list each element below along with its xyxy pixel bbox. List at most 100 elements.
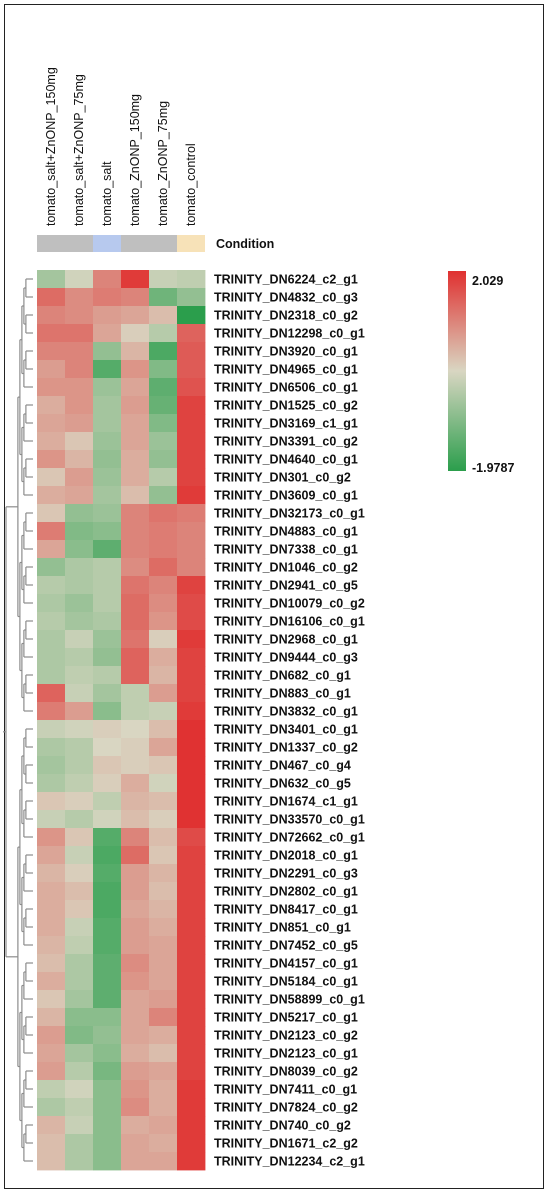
heatmap-cell [65,720,94,739]
heatmap-cell [93,360,122,379]
heatmap-cell [93,810,122,829]
heatmap-cell [37,504,66,523]
heatmap-cell [93,774,122,793]
heatmap-cell [177,972,206,991]
heatmap-cell [121,450,150,469]
heatmap-cell [65,558,94,577]
heatmap-cell [149,648,178,667]
row-label: TRINITY_DN632_c0_g5 [214,777,351,791]
heatmap-cell [65,432,94,451]
heatmap-cell [93,396,122,415]
heatmap-cell [149,900,178,919]
heatmap-cell [65,738,94,757]
heatmap-cell [93,1062,122,1081]
heatmap-cell [37,1044,66,1063]
heatmap-cell [93,504,122,523]
heatmap-cell [149,522,178,541]
heatmap-cell [177,1080,206,1099]
heatmap-cell [65,414,94,433]
row-label: TRINITY_DN851_c0_g1 [214,921,351,935]
condition-annotation-bar: Condition [37,235,274,252]
heatmap-cell [177,1026,206,1045]
heatmap-cell [93,882,122,901]
heatmap-cell [37,594,66,613]
heatmap-cell [93,1044,122,1063]
heatmap-cell [121,576,150,595]
heatmap-cell [65,486,94,505]
heatmap-cell [149,1134,178,1153]
heatmap-cell [65,792,94,811]
column-labels: tomato_salt+ZnONP_150mg tomato_salt+ZnONP… [44,67,198,226]
heatmap-cell [93,324,122,343]
heatmap-cell [121,1062,150,1081]
row-label: TRINITY_DN58899_c0_g1 [214,993,365,1007]
row-label: TRINITY_DN16106_c0_g1 [214,615,365,629]
heatmap-cell [177,468,206,487]
heatmap-cell [37,486,66,505]
heatmap-cell [149,738,178,757]
heatmap-cell [37,396,66,415]
condition-annotation-cell [121,235,149,252]
heatmap-cell [121,288,150,307]
heatmap-cell [37,1062,66,1081]
row-label: TRINITY_DN6224_c2_g1 [214,273,358,287]
heatmap-cell [121,594,150,613]
heatmap-cell [65,288,94,307]
heatmap-cell [121,738,150,757]
heatmap-cell [37,990,66,1009]
row-label: TRINITY_DN7411_c0_g1 [214,1083,357,1097]
heatmap-cell [149,306,178,325]
heatmap-cell [177,432,206,451]
heatmap-cell [93,972,122,991]
heatmap-cell [149,630,178,649]
heatmap-cell [121,882,150,901]
heatmap-cell [65,324,94,343]
heatmap-cell [121,396,150,415]
heatmap-cell [149,414,178,433]
heatmap-cell [93,720,122,739]
heatmap-cell [149,1080,178,1099]
heatmap-cell [121,1116,150,1135]
heatmap-cell [121,918,150,937]
heatmap-cell [149,612,178,631]
heatmap-cell [65,612,94,631]
row-label: TRINITY_DN2941_c0_g5 [214,579,358,593]
heatmap-cell [65,630,94,649]
heatmap-cell [65,504,94,523]
column-label: tomato_ZnONP_150mg [128,94,142,226]
heatmap-cell [65,990,94,1009]
heatmap-cell [121,306,150,325]
heatmap-cell [149,558,178,577]
heatmap-cell [149,594,178,613]
row-label: TRINITY_DN3832_c0_g1 [214,705,358,719]
heatmap-cell [93,468,122,487]
heatmap-cell [177,486,206,505]
heatmap-cell [93,684,122,703]
heatmap-cell [121,684,150,703]
row-label: TRINITY_DN3920_c0_g1 [214,345,358,359]
heatmap-cell [121,1026,150,1045]
heatmap-cell [121,378,150,397]
heatmap-cell [121,540,150,559]
heatmap-cell [37,468,66,487]
heatmap-cell [149,468,178,487]
column-label: tomato_salt [100,161,114,226]
heatmap-cell [177,702,206,721]
row-label: TRINITY_DN3609_c0_g1 [214,489,358,503]
heatmap-cell [177,630,206,649]
condition-annotation-cell [149,235,177,252]
heatmap-cell [121,414,150,433]
heatmap-cell [121,900,150,919]
column-label: tomato_ZnONP_75mg [156,101,170,226]
heatmap-cell [93,522,122,541]
heatmap-cell [121,774,150,793]
heatmap-cell [65,594,94,613]
heatmap-cell [177,1044,206,1063]
heatmap-cell [121,702,150,721]
heatmap-cell [177,774,206,793]
heatmap-cell [37,720,66,739]
heatmap-cell [121,486,150,505]
heatmap-cell [93,702,122,721]
heatmap-cell [93,846,122,865]
